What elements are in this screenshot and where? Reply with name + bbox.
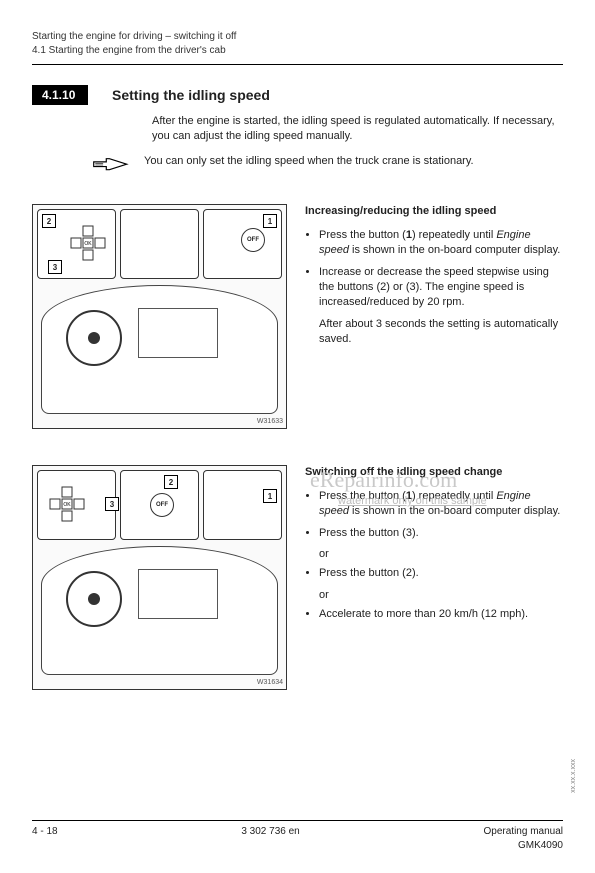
footer-model: GMK4090 bbox=[484, 839, 564, 853]
illustration-tag-1: W31633 bbox=[257, 417, 283, 427]
footer-right: Operating manual GMK4090 bbox=[484, 825, 564, 853]
callout-2b: 2 bbox=[164, 475, 178, 489]
proc1-step2: Increase or decrease the speed stepwise … bbox=[319, 265, 563, 311]
dpad-icon: OK bbox=[69, 224, 107, 262]
proc1-heading: Increasing/reducing the idling speed bbox=[305, 204, 563, 219]
illustration-2: 3 OK 2 OFF 1 bbox=[32, 465, 287, 690]
watermark-sub: watermark only on this sample bbox=[338, 494, 487, 509]
callout-3b: 3 bbox=[105, 497, 119, 511]
proc2-or1: or bbox=[319, 547, 563, 562]
callout-3: 3 bbox=[48, 260, 62, 274]
steering-wheel-icon-2 bbox=[66, 571, 122, 627]
section-title: Setting the idling speed bbox=[112, 86, 270, 106]
proc1-step1: Press the button (1) repeatedly until En… bbox=[319, 228, 563, 259]
proc2-step4: Accelerate to more than 20 km/h (12 mph)… bbox=[319, 607, 563, 622]
page-header: Starting the engine for driving – switch… bbox=[32, 30, 563, 58]
footer-rule bbox=[32, 820, 563, 821]
proc1-after: After about 3 seconds the setting is aut… bbox=[319, 317, 563, 348]
callout-1: 1 bbox=[263, 214, 277, 228]
illustration-tag-2: W31634 bbox=[257, 678, 283, 688]
footer-manual-label: Operating manual bbox=[484, 825, 564, 839]
side-vertical-code: xx.xx.x.xxx bbox=[569, 759, 579, 793]
note-text: You can only set the idling speed when t… bbox=[144, 154, 474, 169]
content-area: 2 3 OK 1 OFF bbox=[32, 204, 563, 690]
header-line-2: 4.1 Starting the engine from the driver'… bbox=[32, 44, 563, 58]
page-footer: 4 - 18 3 302 736 en Operating manual GMK… bbox=[32, 820, 563, 853]
note-row: You can only set the idling speed when t… bbox=[92, 154, 563, 176]
watermark-main: eRepairinfo.com bbox=[310, 465, 457, 496]
footer-doc-code: 3 302 736 en bbox=[241, 825, 299, 853]
manual-page: Starting the engine for driving – switch… bbox=[0, 0, 595, 873]
procedure-1-text: Increasing/reducing the idling speed Pre… bbox=[305, 204, 563, 347]
off-dial-icon: OFF bbox=[241, 228, 265, 252]
section-header-row: 4.1.10 Setting the idling speed bbox=[32, 85, 563, 106]
pointing-hand-icon bbox=[92, 154, 130, 176]
center-console-icon-2 bbox=[138, 569, 218, 619]
callout-2: 2 bbox=[42, 214, 56, 228]
svg-text:OK: OK bbox=[84, 241, 92, 247]
footer-page-number: 4 - 18 bbox=[32, 825, 58, 853]
proc2-step3: Press the button (2). bbox=[319, 566, 563, 581]
dpad-icon-2: OK bbox=[48, 485, 86, 523]
off-dial-icon-2: OFF bbox=[150, 493, 174, 517]
intro-paragraph: After the engine is started, the idling … bbox=[152, 114, 563, 145]
svg-text:OK: OK bbox=[63, 502, 71, 508]
callout-1b: 1 bbox=[263, 489, 277, 503]
center-console-icon bbox=[138, 308, 218, 358]
proc2-step2: Press the button (3). bbox=[319, 526, 563, 541]
header-line-1: Starting the engine for driving – switch… bbox=[32, 30, 563, 44]
proc2-or2: or bbox=[319, 588, 563, 603]
section-number-badge: 4.1.10 bbox=[32, 85, 88, 105]
steering-wheel-icon bbox=[66, 310, 122, 366]
header-rule bbox=[32, 64, 563, 65]
illustration-1: 2 3 OK 1 OFF bbox=[32, 204, 287, 429]
procedure-increase-reduce: 2 3 OK 1 OFF bbox=[32, 204, 563, 429]
